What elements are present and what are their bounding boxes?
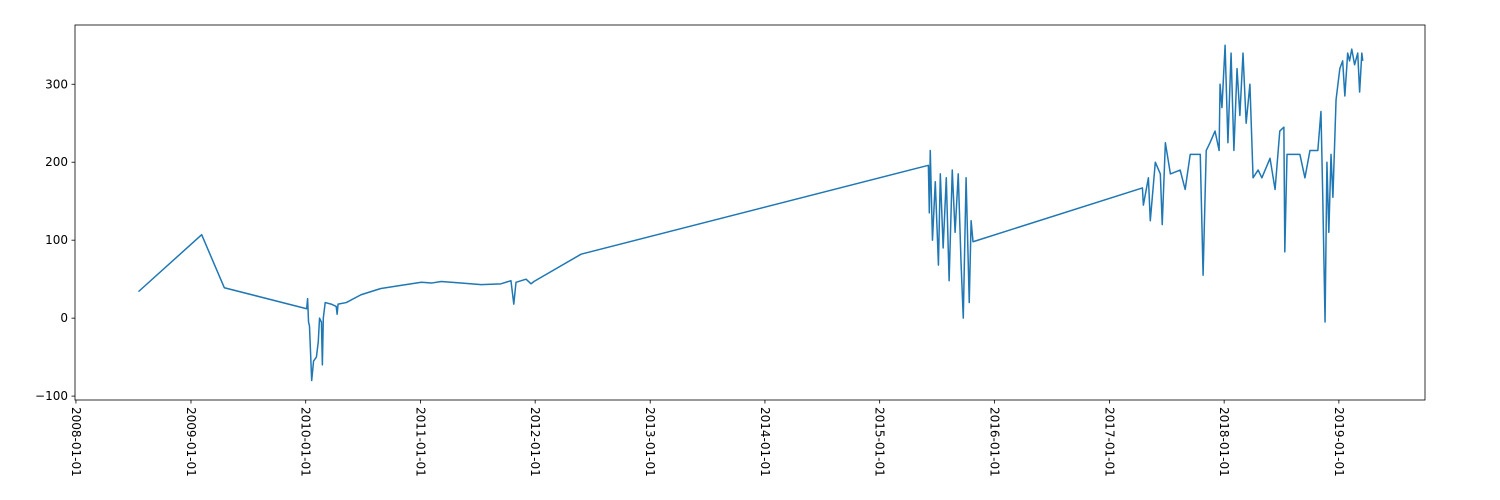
x-tick-label: 2017-01-01 [1102, 407, 1116, 477]
x-tick-label: 2011-01-01 [413, 407, 427, 477]
data-line [137, 44, 1364, 382]
x-tick-label: 2014-01-01 [758, 407, 772, 477]
y-tick-label: 0 [60, 311, 68, 325]
x-tick-label: 2009-01-01 [184, 407, 198, 477]
x-tick-label: 2010-01-01 [299, 407, 313, 477]
y-tick-label: 100 [45, 233, 68, 247]
x-tick-label: 2012-01-01 [528, 407, 542, 477]
x-tick-label: 2015-01-01 [873, 407, 887, 477]
x-tick-label: 2016-01-01 [987, 407, 1001, 477]
x-tick-label: 2018-01-01 [1217, 407, 1231, 477]
x-tick-label: 2008-01-01 [69, 407, 83, 477]
x-tick-label: 2019-01-01 [1332, 407, 1346, 477]
y-tick-label: 200 [45, 155, 68, 169]
y-tick-label: 300 [45, 77, 68, 91]
x-tick-label: 2013-01-01 [643, 407, 657, 477]
y-tick-label: −100 [35, 389, 68, 403]
plot-frame [74, 24, 1426, 401]
